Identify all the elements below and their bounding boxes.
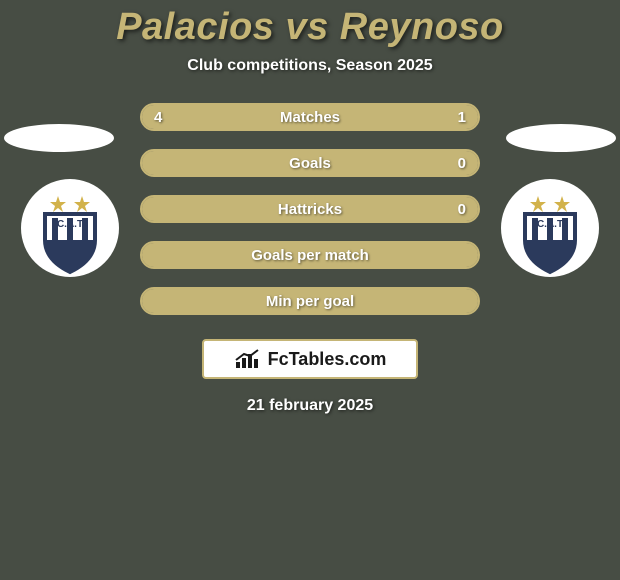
badge-monogram-right: C.A.T: [537, 219, 563, 230]
stat-value-right: 1: [458, 105, 466, 129]
stat-row: Min per goal: [140, 287, 480, 315]
comparison-date: 21 february 2025: [0, 397, 620, 415]
brand-text: FcTables.com: [268, 349, 387, 370]
badge-monogram-left: C.A.T: [57, 219, 83, 230]
stat-label: Matches: [142, 105, 478, 129]
shield-icon: C.A.T: [20, 178, 120, 278]
barline-icon: [234, 348, 262, 370]
stat-value-right: 0: [458, 151, 466, 175]
stat-value-right: 0: [458, 197, 466, 221]
stats-list: Matches41Goals0Hattricks0Goals per match…: [140, 103, 480, 315]
stat-row: Goals0: [140, 149, 480, 177]
subtitle: Club competitions, Season 2025: [0, 57, 620, 75]
stat-label: Hattricks: [142, 197, 478, 221]
stat-row: Goals per match: [140, 241, 480, 269]
shield-icon: C.A.T: [500, 178, 600, 278]
brand-badge: FcTables.com: [202, 339, 418, 379]
player-pill-left: [4, 124, 114, 152]
stat-label: Goals: [142, 151, 478, 175]
page-title: Palacios vs Reynoso: [0, 6, 620, 49]
stat-label: Goals per match: [142, 243, 478, 267]
player-pill-right: [506, 124, 616, 152]
stat-row: Hattricks0: [140, 195, 480, 223]
comparison-card: Palacios vs Reynoso Club competitions, S…: [0, 0, 620, 580]
stat-value-left: 4: [154, 105, 162, 129]
team-badge-right: C.A.T: [500, 178, 600, 278]
stat-row: Matches4 1: [140, 103, 480, 131]
team-badge-left: C.A.T: [20, 178, 120, 278]
stat-label: Min per goal: [142, 289, 478, 313]
